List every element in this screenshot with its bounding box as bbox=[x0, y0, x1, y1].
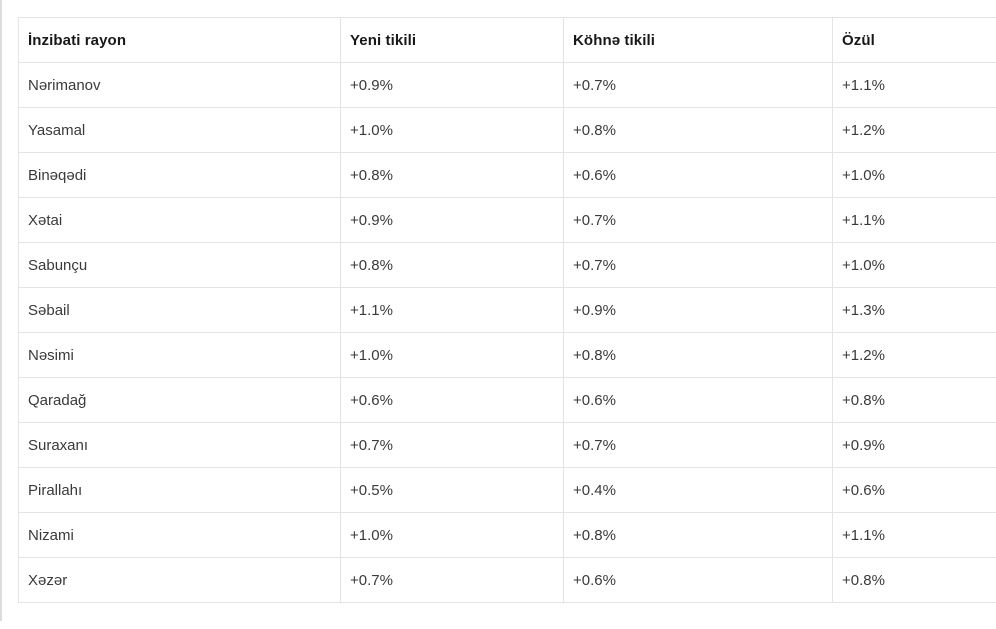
column-header-ozul: Özül bbox=[832, 17, 996, 63]
ozul-value-cell: +0.6% bbox=[832, 467, 996, 513]
table-row: Xəzər +0.7% +0.6% +0.8% bbox=[18, 557, 996, 603]
district-name-cell: Pirallahı bbox=[18, 467, 341, 513]
kohne-tikili-value-cell: +0.6% bbox=[563, 557, 833, 603]
yeni-tikili-value-cell: +0.8% bbox=[340, 152, 564, 198]
table-row: Xətai +0.9% +0.7% +1.1% bbox=[18, 197, 996, 243]
table-header-row: İnzibati rayon Yeni tikili Köhnə tikili … bbox=[18, 17, 996, 63]
ozul-value-cell: +0.8% bbox=[832, 557, 996, 603]
kohne-tikili-value-cell: +0.7% bbox=[563, 242, 833, 288]
kohne-tikili-value-cell: +0.9% bbox=[563, 287, 833, 333]
district-name-cell: Xəzər bbox=[18, 557, 341, 603]
kohne-tikili-value-cell: +0.7% bbox=[563, 62, 833, 108]
ozul-value-cell: +1.2% bbox=[832, 107, 996, 153]
ozul-value-cell: +1.0% bbox=[832, 242, 996, 288]
table-row: Pirallahı +0.5% +0.4% +0.6% bbox=[18, 467, 996, 513]
yeni-tikili-value-cell: +0.7% bbox=[340, 422, 564, 468]
yeni-tikili-value-cell: +0.9% bbox=[340, 62, 564, 108]
kohne-tikili-value-cell: +0.7% bbox=[563, 422, 833, 468]
district-name-cell: Nizami bbox=[18, 512, 341, 558]
yeni-tikili-value-cell: +0.8% bbox=[340, 242, 564, 288]
district-name-cell: Xətai bbox=[18, 197, 341, 243]
column-header-yeni-tikili: Yeni tikili bbox=[340, 17, 564, 63]
table-row: Yasamal +1.0% +0.8% +1.2% bbox=[18, 107, 996, 153]
yeni-tikili-value-cell: +1.0% bbox=[340, 107, 564, 153]
yeni-tikili-value-cell: +0.7% bbox=[340, 557, 564, 603]
table-row: Sabunçu +0.8% +0.7% +1.0% bbox=[18, 242, 996, 288]
district-name-cell: Suraxanı bbox=[18, 422, 341, 468]
ozul-value-cell: +1.1% bbox=[832, 197, 996, 243]
district-name-cell: Sabunçu bbox=[18, 242, 341, 288]
table-body: Nərimanov +0.9% +0.7% +1.1% Yasamal +1.0… bbox=[18, 62, 996, 603]
table-row: Nərimanov +0.9% +0.7% +1.1% bbox=[18, 62, 996, 108]
district-name-cell: Yasamal bbox=[18, 107, 341, 153]
yeni-tikili-value-cell: +0.9% bbox=[340, 197, 564, 243]
table-row: Qaradağ +0.6% +0.6% +0.8% bbox=[18, 377, 996, 423]
left-edge-divider bbox=[0, 0, 2, 621]
kohne-tikili-value-cell: +0.6% bbox=[563, 377, 833, 423]
ozul-value-cell: +0.9% bbox=[832, 422, 996, 468]
table-row: Səbail +1.1% +0.9% +1.3% bbox=[18, 287, 996, 333]
yeni-tikili-value-cell: +0.5% bbox=[340, 467, 564, 513]
yeni-tikili-value-cell: +1.0% bbox=[340, 332, 564, 378]
kohne-tikili-value-cell: +0.8% bbox=[563, 107, 833, 153]
table-row: Binəqədi +0.8% +0.6% +1.0% bbox=[18, 152, 996, 198]
table-row: Nəsimi +1.0% +0.8% +1.2% bbox=[18, 332, 996, 378]
district-name-cell: Nərimanov bbox=[18, 62, 341, 108]
yeni-tikili-value-cell: +1.1% bbox=[340, 287, 564, 333]
kohne-tikili-value-cell: +0.7% bbox=[563, 197, 833, 243]
kohne-tikili-value-cell: +0.8% bbox=[563, 332, 833, 378]
table-container: İnzibati rayon Yeni tikili Köhnə tikili … bbox=[18, 17, 996, 603]
district-name-cell: Binəqədi bbox=[18, 152, 341, 198]
yeni-tikili-value-cell: +0.6% bbox=[340, 377, 564, 423]
district-name-cell: Qaradağ bbox=[18, 377, 341, 423]
column-header-district: İnzibati rayon bbox=[18, 17, 341, 63]
kohne-tikili-value-cell: +0.4% bbox=[563, 467, 833, 513]
district-name-cell: Səbail bbox=[18, 287, 341, 333]
kohne-tikili-value-cell: +0.8% bbox=[563, 512, 833, 558]
ozul-value-cell: +1.1% bbox=[832, 62, 996, 108]
district-name-cell: Nəsimi bbox=[18, 332, 341, 378]
column-header-kohne-tikili: Köhnə tikili bbox=[563, 17, 833, 63]
kohne-tikili-value-cell: +0.6% bbox=[563, 152, 833, 198]
table-row: Nizami +1.0% +0.8% +1.1% bbox=[18, 512, 996, 558]
yeni-tikili-value-cell: +1.0% bbox=[340, 512, 564, 558]
ozul-value-cell: +1.2% bbox=[832, 332, 996, 378]
ozul-value-cell: +1.3% bbox=[832, 287, 996, 333]
ozul-value-cell: +1.1% bbox=[832, 512, 996, 558]
ozul-value-cell: +0.8% bbox=[832, 377, 996, 423]
table-row: Suraxanı +0.7% +0.7% +0.9% bbox=[18, 422, 996, 468]
districts-price-table: İnzibati rayon Yeni tikili Köhnə tikili … bbox=[18, 17, 996, 603]
ozul-value-cell: +1.0% bbox=[832, 152, 996, 198]
